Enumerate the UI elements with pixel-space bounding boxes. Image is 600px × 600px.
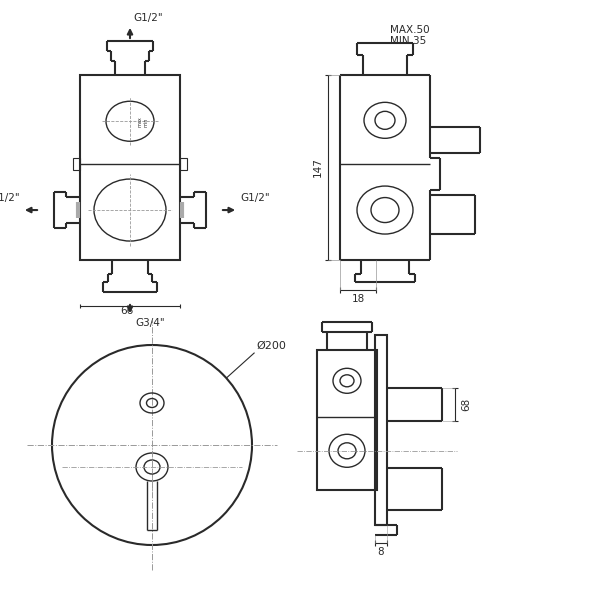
Text: G1/2": G1/2" <box>0 193 20 203</box>
Text: MIN.35: MIN.35 <box>390 36 426 46</box>
Text: MAX.50: MAX.50 <box>390 25 430 35</box>
Text: 147: 147 <box>313 158 323 178</box>
Text: G1/2": G1/2" <box>240 193 269 203</box>
Text: G3/4": G3/4" <box>135 318 164 328</box>
Text: 18: 18 <box>352 294 365 304</box>
Text: 66: 66 <box>120 306 133 316</box>
Text: G1/2": G1/2" <box>133 13 163 23</box>
Bar <box>317 350 377 490</box>
Text: Ø200: Ø200 <box>257 341 286 350</box>
Text: 68: 68 <box>461 398 471 411</box>
Text: max
min: max min <box>138 116 149 127</box>
Bar <box>73 158 80 170</box>
Bar <box>375 335 387 525</box>
Text: 8: 8 <box>377 547 385 557</box>
Bar <box>180 158 187 170</box>
Bar <box>80 75 180 260</box>
